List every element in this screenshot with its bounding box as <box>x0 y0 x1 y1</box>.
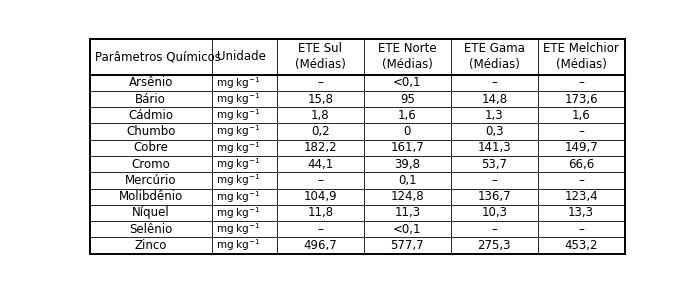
Text: –: – <box>579 174 584 187</box>
Text: Cromo: Cromo <box>132 158 170 171</box>
Text: 0: 0 <box>404 125 411 138</box>
Text: 123,4: 123,4 <box>565 190 598 203</box>
Text: mg kg$^{-1}$: mg kg$^{-1}$ <box>216 189 261 204</box>
Text: 53,7: 53,7 <box>481 158 507 171</box>
Text: mg kg$^{-1}$: mg kg$^{-1}$ <box>216 221 261 237</box>
Text: 0,2: 0,2 <box>311 125 330 138</box>
Text: 0,1: 0,1 <box>398 174 417 187</box>
Text: 182,2: 182,2 <box>304 141 337 154</box>
Text: ETE Melchior
(Médias): ETE Melchior (Médias) <box>543 42 619 71</box>
Text: 44,1: 44,1 <box>307 158 334 171</box>
Text: mg kg$^{-1}$: mg kg$^{-1}$ <box>216 140 261 156</box>
Text: –: – <box>579 223 584 236</box>
Text: 453,2: 453,2 <box>565 239 598 252</box>
Text: mg kg$^{-1}$: mg kg$^{-1}$ <box>216 75 261 91</box>
Text: –: – <box>579 76 584 89</box>
Text: Cádmio: Cádmio <box>128 109 174 122</box>
Text: Arsênio: Arsênio <box>129 76 173 89</box>
Text: Molibdênio: Molibdênio <box>118 190 183 203</box>
Text: 15,8: 15,8 <box>307 93 333 106</box>
Text: Chumbo: Chumbo <box>126 125 176 138</box>
Text: 10,3: 10,3 <box>481 206 507 220</box>
Text: 39,8: 39,8 <box>395 158 420 171</box>
Text: Parâmetros Químicos: Parâmetros Químicos <box>95 50 221 64</box>
Text: 136,7: 136,7 <box>477 190 511 203</box>
Text: 577,7: 577,7 <box>390 239 424 252</box>
Text: 275,3: 275,3 <box>477 239 511 252</box>
Text: ETE Gama
(Médias): ETE Gama (Médias) <box>464 42 525 71</box>
Text: mg kg$^{-1}$: mg kg$^{-1}$ <box>216 205 261 221</box>
Text: 1,6: 1,6 <box>572 109 590 122</box>
Text: 141,3: 141,3 <box>477 141 511 154</box>
Text: 1,8: 1,8 <box>311 109 330 122</box>
Text: 13,3: 13,3 <box>568 206 594 220</box>
Text: Bário: Bário <box>135 93 166 106</box>
Text: Mercúrio: Mercúrio <box>125 174 176 187</box>
Text: mg kg$^{-1}$: mg kg$^{-1}$ <box>216 124 261 139</box>
Text: mg kg$^{-1}$: mg kg$^{-1}$ <box>216 91 261 107</box>
Text: mg kg$^{-1}$: mg kg$^{-1}$ <box>216 173 261 188</box>
Text: <0,1: <0,1 <box>393 76 422 89</box>
Text: –: – <box>318 76 323 89</box>
Text: –: – <box>491 174 497 187</box>
Text: –: – <box>579 125 584 138</box>
Text: 14,8: 14,8 <box>481 93 507 106</box>
Text: 104,9: 104,9 <box>304 190 337 203</box>
Text: Selênio: Selênio <box>129 223 172 236</box>
Text: 95: 95 <box>400 93 415 106</box>
Text: ETE Sul
(Médias): ETE Sul (Médias) <box>295 42 346 71</box>
Text: 1,6: 1,6 <box>398 109 417 122</box>
Text: 11,3: 11,3 <box>395 206 420 220</box>
Text: 124,8: 124,8 <box>390 190 424 203</box>
Text: –: – <box>318 223 323 236</box>
Text: Unidade: Unidade <box>217 50 266 64</box>
Text: –: – <box>491 223 497 236</box>
Text: –: – <box>318 174 323 187</box>
Text: mg kg$^{-1}$: mg kg$^{-1}$ <box>216 107 261 123</box>
Text: <0,1: <0,1 <box>393 223 422 236</box>
Text: Zinco: Zinco <box>135 239 167 252</box>
Text: 496,7: 496,7 <box>304 239 337 252</box>
Text: 11,8: 11,8 <box>307 206 333 220</box>
Text: 161,7: 161,7 <box>390 141 424 154</box>
Text: 1,3: 1,3 <box>485 109 503 122</box>
Text: Níquel: Níquel <box>132 206 169 220</box>
Text: –: – <box>491 76 497 89</box>
Text: 0,3: 0,3 <box>485 125 503 138</box>
Text: Cobre: Cobre <box>133 141 168 154</box>
Text: mg kg$^{-1}$: mg kg$^{-1}$ <box>216 238 261 253</box>
Text: 173,6: 173,6 <box>565 93 598 106</box>
Text: 66,6: 66,6 <box>568 158 595 171</box>
Text: 149,7: 149,7 <box>565 141 598 154</box>
Text: mg kg$^{-1}$: mg kg$^{-1}$ <box>216 156 261 172</box>
Text: ETE Norte
(Médias): ETE Norte (Médias) <box>378 42 436 71</box>
